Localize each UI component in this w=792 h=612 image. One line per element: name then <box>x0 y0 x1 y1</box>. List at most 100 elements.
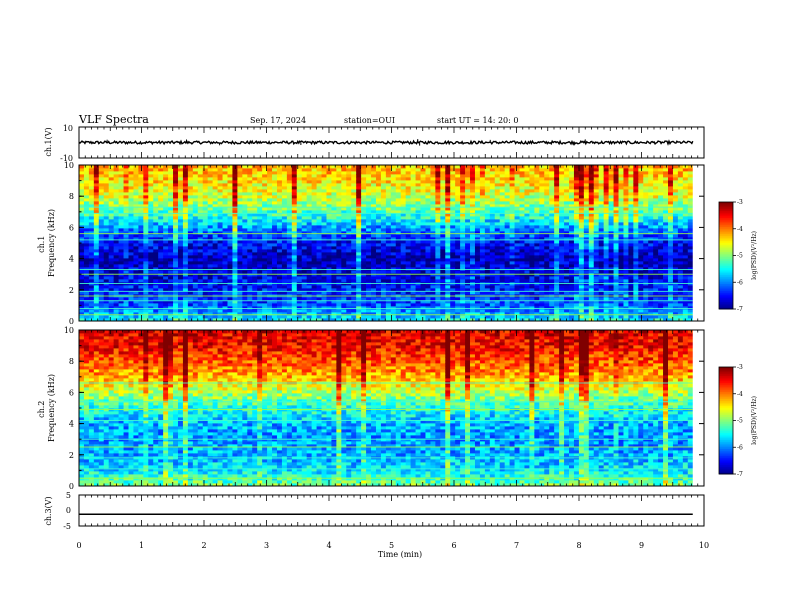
spectrogram-cell <box>262 318 268 322</box>
spectrogram-cell <box>341 285 347 289</box>
spectrogram-cell <box>232 300 238 304</box>
spectrogram-cell <box>108 228 115 232</box>
spectrogram-cell <box>173 312 179 316</box>
spectrogram-cell <box>237 204 243 208</box>
spectrogram-cell <box>217 297 223 301</box>
spectrogram-cell <box>455 210 461 214</box>
spectrogram-cell <box>321 201 327 205</box>
spectrogram-cell <box>148 204 154 208</box>
spectrogram-cell <box>474 222 481 226</box>
spectrogram-cell <box>247 312 253 316</box>
spectrogram-cell <box>79 300 85 304</box>
spectrogram-cell <box>346 264 352 268</box>
spectrogram-cell <box>237 249 243 253</box>
spectrogram-cell <box>128 240 134 244</box>
spectrogram-cell <box>509 306 515 310</box>
spectrogram-cell <box>351 234 357 238</box>
spectrogram-cell <box>440 261 446 265</box>
spectrogram-cell <box>529 288 535 292</box>
spectrogram-cell <box>217 204 223 208</box>
spectrogram-cell <box>415 258 421 262</box>
spectrogram-cell <box>272 210 278 214</box>
spectrogram-cell <box>103 309 110 313</box>
spectrogram-cell <box>346 267 352 271</box>
spectrogram-cell <box>108 222 115 226</box>
spectrogram-cell <box>311 297 317 301</box>
spectrogram-cell <box>83 312 90 316</box>
spectrogram-cell <box>371 171 377 175</box>
spectrogram-cell <box>83 300 90 304</box>
spectrogram-cell <box>276 264 283 268</box>
spectrogram-cell <box>257 168 263 172</box>
spectrogram-cell <box>366 279 372 283</box>
spectrogram-cell <box>380 276 387 280</box>
spectrogram-cell <box>301 186 308 190</box>
spectrogram-cell <box>474 318 481 322</box>
spectrogram-cell <box>143 225 149 229</box>
spectrogram-cell <box>177 309 184 313</box>
spectrogram-cell <box>276 216 283 220</box>
spectrogram-cell <box>212 240 218 244</box>
spectrogram-cell <box>375 306 382 310</box>
spectrogram-cell <box>375 252 382 256</box>
spectrogram-cell <box>405 243 412 247</box>
spectrogram-cell <box>470 225 476 229</box>
spectrogram-cell <box>252 180 258 184</box>
spectrogram-cell <box>108 231 115 235</box>
spectrogram-cell <box>98 237 105 241</box>
spectrogram-cell <box>544 174 550 178</box>
spectrogram-cell <box>177 285 184 289</box>
spectrogram-cell <box>98 279 105 283</box>
spectrogram-cell <box>425 246 431 250</box>
spectrogram-cell <box>286 255 293 259</box>
spectrogram-cell <box>529 261 535 265</box>
spectrogram-cell <box>133 264 139 268</box>
spectrogram-cell <box>272 186 278 190</box>
spectrogram-cell <box>356 318 362 322</box>
spectrogram-cell <box>460 228 466 232</box>
spectrogram-cell <box>341 318 347 322</box>
spectrogram-cell <box>371 300 377 304</box>
spectrogram-cell <box>440 285 446 289</box>
spectrogram-cell <box>237 300 243 304</box>
spectrogram-cell <box>286 216 293 220</box>
spectrogram-cell <box>390 201 397 205</box>
spectrogram-cell <box>524 252 530 256</box>
spectrogram-cell <box>489 198 496 202</box>
spectrogram-cell <box>455 165 461 169</box>
spectrogram-cell <box>504 261 511 265</box>
spectrogram-cell <box>489 171 496 175</box>
spectrogram-cell <box>108 303 115 307</box>
spectrogram-cell <box>460 270 466 274</box>
spectrogram-cell <box>133 303 139 307</box>
spectrogram-cell <box>163 207 169 211</box>
spectrogram-cell <box>173 186 179 190</box>
spectrogram-cell <box>168 249 174 253</box>
spectrogram-cell <box>534 300 540 304</box>
spectrogram-cell <box>168 207 174 211</box>
spectrogram-cell <box>291 204 298 208</box>
spectrogram-cell <box>544 168 550 172</box>
spectrogram-cell <box>519 318 525 322</box>
spectrogram-cell <box>479 264 486 268</box>
spectrogram-cell <box>455 195 461 199</box>
spectrogram-cell <box>440 174 446 178</box>
spectrogram-cell <box>494 204 501 208</box>
spectrogram-cell <box>361 186 367 190</box>
spectrogram-cell <box>534 276 540 280</box>
spectrogram-cell <box>133 183 139 187</box>
spectrogram-cell <box>474 219 481 223</box>
spectrogram-cell <box>346 195 352 199</box>
spectrogram-cell <box>341 198 347 202</box>
spectrogram-cell <box>182 249 189 253</box>
spectrogram-cell <box>212 219 218 223</box>
spectrogram-cell <box>79 276 85 280</box>
spectrogram-cell <box>400 246 407 250</box>
spectrogram-cell <box>133 312 139 316</box>
spectrogram-cell <box>143 177 149 181</box>
spectrogram-cell <box>272 267 278 271</box>
spectrogram-cell <box>252 183 258 187</box>
spectrogram-cell <box>153 168 159 172</box>
spectrogram-cell <box>247 264 253 268</box>
